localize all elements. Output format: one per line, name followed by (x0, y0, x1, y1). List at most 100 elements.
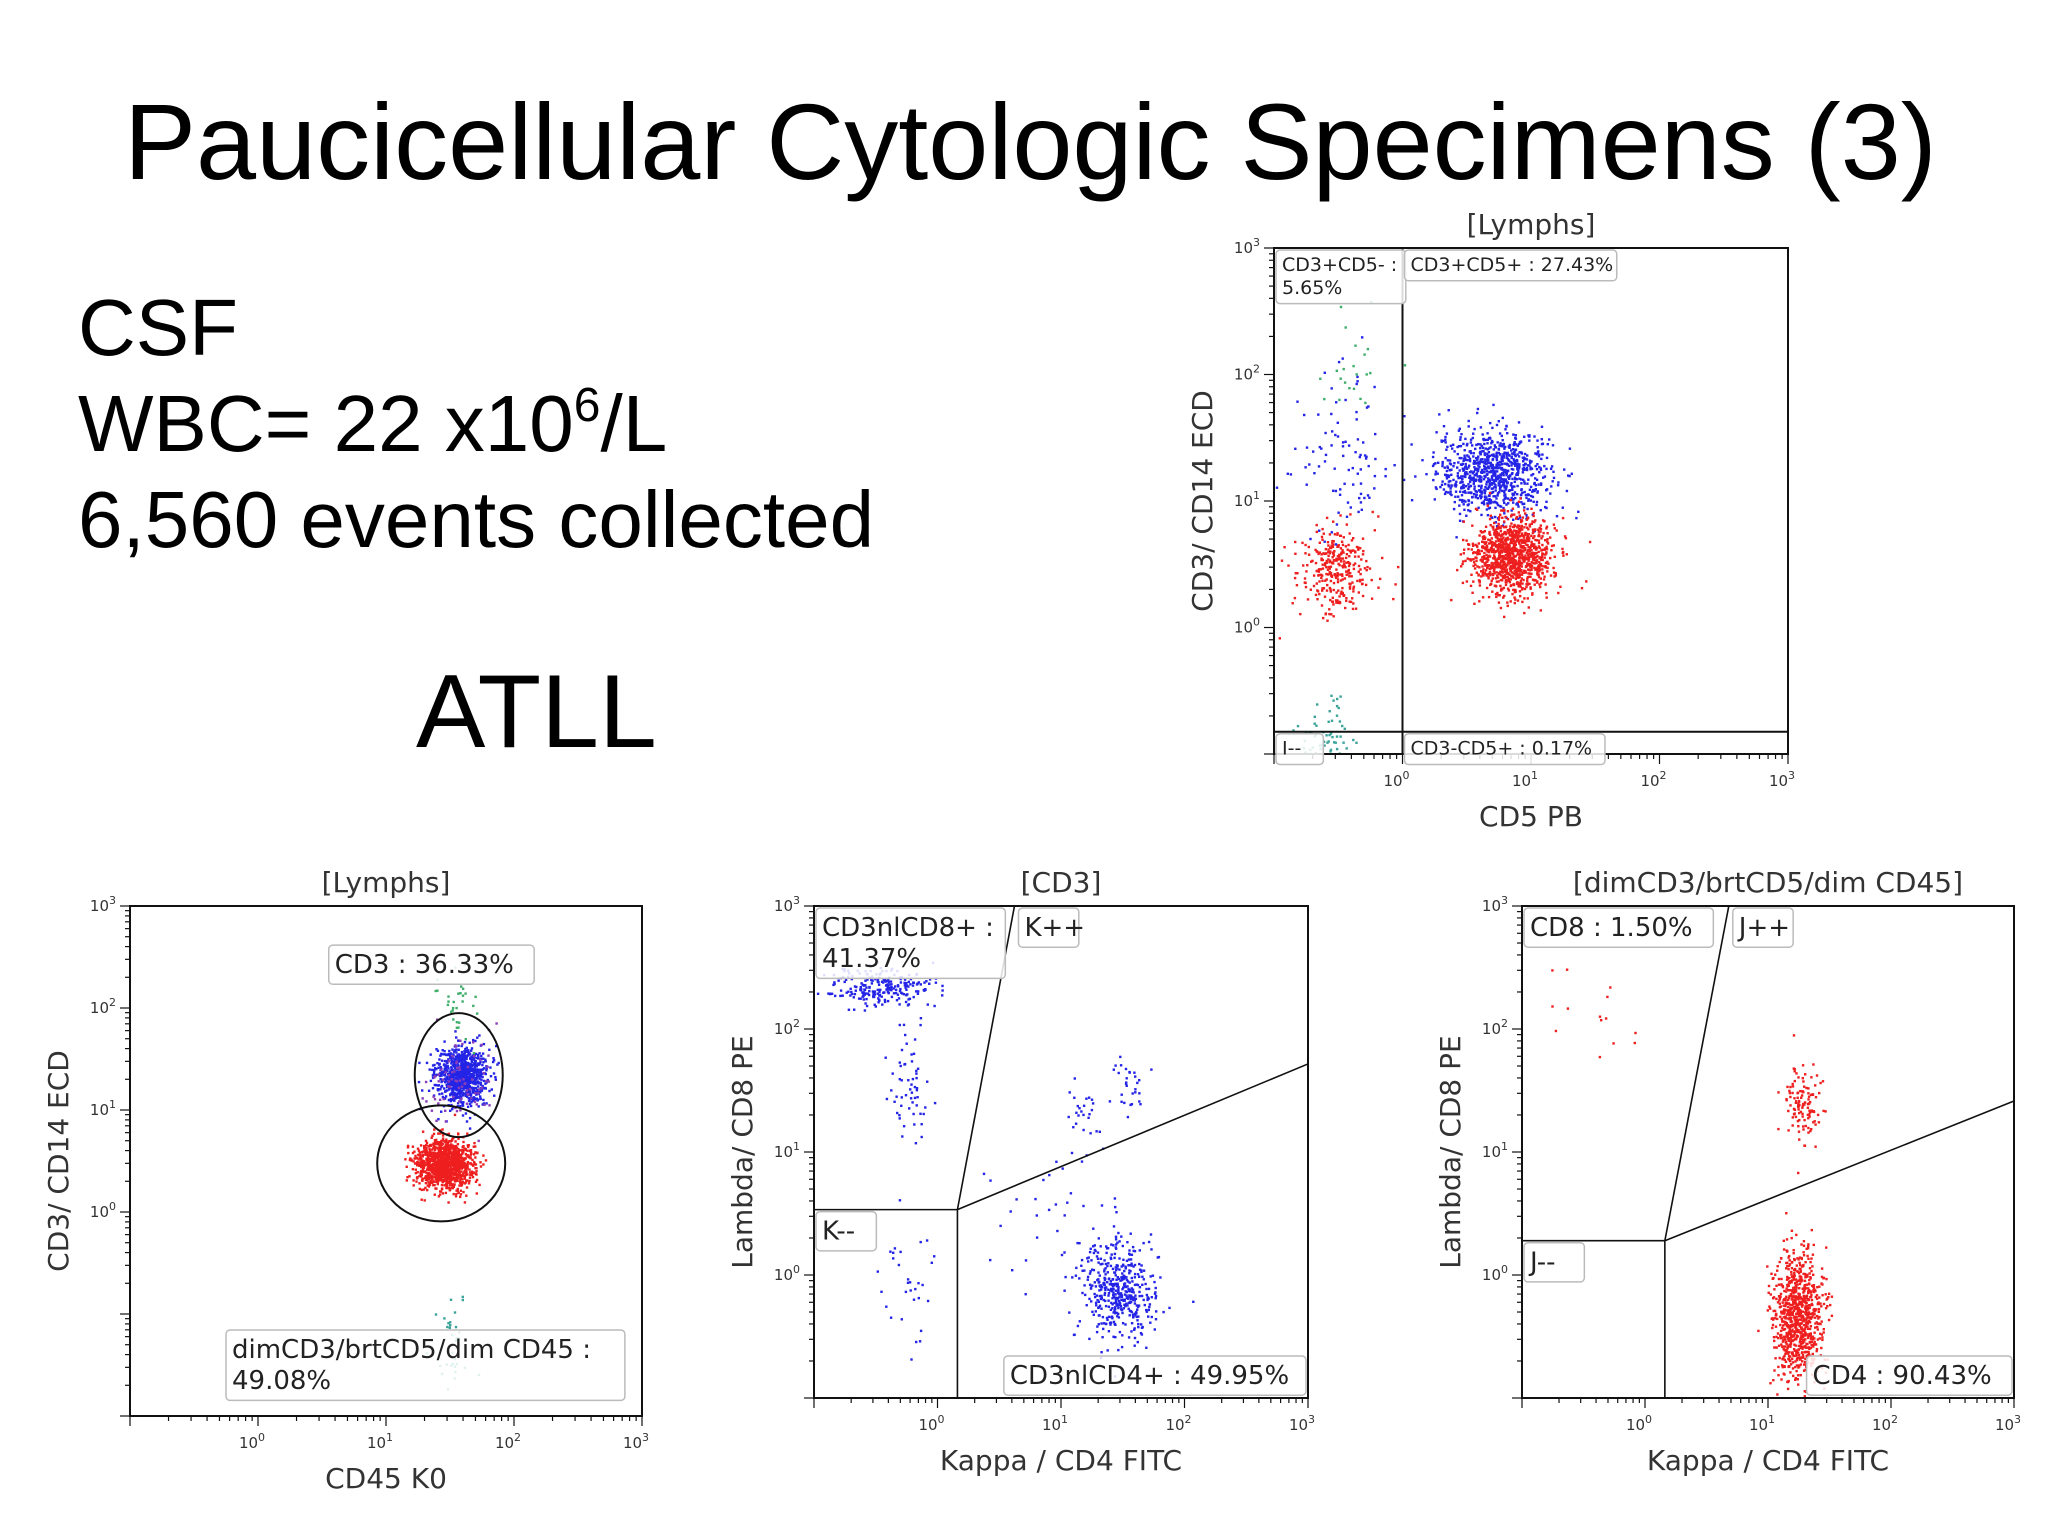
event-dot (452, 1000, 455, 1004)
event-dot (1320, 553, 1323, 556)
event-dot (1528, 435, 1531, 438)
event-dot (1508, 559, 1511, 562)
event-dot (865, 986, 868, 989)
event-dot (474, 1180, 478, 1183)
event-dot (1533, 482, 1536, 485)
event-dot (1480, 490, 1484, 493)
event-dot (1321, 538, 1324, 541)
event-dot (1332, 489, 1335, 492)
event-dot (479, 1075, 482, 1078)
event-dot (459, 1105, 462, 1108)
event-dot (1329, 732, 1333, 735)
event-dot (1487, 572, 1491, 575)
event-dot (1343, 577, 1347, 580)
event-dot (1522, 578, 1525, 582)
event-dot (484, 1159, 488, 1162)
event-dot (830, 992, 834, 995)
event-dot (1491, 463, 1494, 467)
event-dot (1513, 564, 1516, 567)
event-dot (1492, 468, 1495, 471)
event-dot (461, 1094, 465, 1097)
event-dot (1511, 541, 1514, 545)
event-dot (1483, 562, 1486, 565)
event-dot (1526, 579, 1529, 583)
event-dot (440, 1162, 443, 1166)
event-dot (1364, 401, 1367, 405)
event-dot (424, 1170, 427, 1173)
event-dot (1458, 427, 1461, 430)
event-dot (441, 1134, 445, 1137)
event-dot (1514, 559, 1517, 562)
event-dot (1472, 432, 1475, 435)
event-dot (1570, 472, 1573, 475)
event-dot (890, 986, 893, 989)
event-dot (1515, 458, 1518, 462)
event-dot (1541, 535, 1544, 538)
event-dot (492, 1057, 495, 1060)
event-dot (1459, 436, 1462, 439)
event-dot (1498, 545, 1501, 549)
event-dot (419, 1171, 422, 1174)
event-dot (1370, 578, 1373, 582)
event-dot (1344, 326, 1347, 329)
event-dot (1505, 568, 1508, 571)
event-dot (1324, 612, 1328, 615)
event-dot (447, 1080, 451, 1083)
event-dot (1489, 499, 1493, 502)
event-dot (448, 1168, 451, 1171)
event-dot (429, 1179, 433, 1182)
event-dot (1533, 566, 1536, 570)
event-dot (1326, 619, 1329, 622)
event-dot (1500, 574, 1503, 577)
event-dot (1438, 413, 1441, 416)
event-dot (479, 1095, 482, 1098)
event-dot (1477, 467, 1480, 471)
event-dot (450, 1151, 454, 1154)
event-dot (1349, 513, 1352, 516)
event-dot (1463, 454, 1466, 457)
event-dot (1536, 571, 1539, 574)
event-dot (1410, 499, 1414, 502)
event-dot (433, 1139, 437, 1142)
event-dot (1483, 464, 1486, 467)
event-dot (1325, 734, 1328, 737)
event-dot (1478, 552, 1481, 556)
event-dot (1520, 519, 1524, 522)
event-dot (1527, 539, 1530, 543)
event-dot (1523, 482, 1526, 485)
event-dot (477, 1092, 480, 1095)
event-dot (1318, 445, 1321, 449)
event-dot (1473, 460, 1477, 463)
event-dot (1394, 583, 1397, 586)
event-dot (1494, 506, 1497, 510)
event-dot (1459, 438, 1462, 441)
event-dot (470, 1086, 474, 1090)
event-dot (1500, 556, 1503, 559)
event-dot (1476, 497, 1479, 500)
event-dot (462, 1083, 465, 1087)
event-dot (1440, 483, 1444, 486)
event-dot (1461, 475, 1465, 478)
event-dot (1492, 453, 1495, 456)
event-dot (1339, 488, 1342, 491)
event-dot (452, 1082, 455, 1085)
event-dot (1512, 501, 1515, 504)
event-dot (1490, 579, 1493, 583)
event-dot (1493, 567, 1496, 570)
event-dot (1345, 515, 1349, 518)
event-dot (1518, 567, 1521, 571)
event-dot (1479, 480, 1483, 483)
event-dot (463, 1078, 467, 1081)
event-dot (1489, 583, 1492, 586)
event-dot (1496, 591, 1499, 595)
event-dot (422, 1188, 426, 1191)
event-dot (1441, 462, 1444, 465)
event-dot (1516, 444, 1519, 447)
event-dot (1494, 474, 1497, 477)
event-dot (441, 1174, 444, 1178)
event-dot (1506, 601, 1509, 604)
event-dot (1353, 555, 1357, 558)
event-dot (1513, 555, 1516, 558)
event-dot (1485, 467, 1488, 470)
event-dot (428, 1158, 431, 1161)
